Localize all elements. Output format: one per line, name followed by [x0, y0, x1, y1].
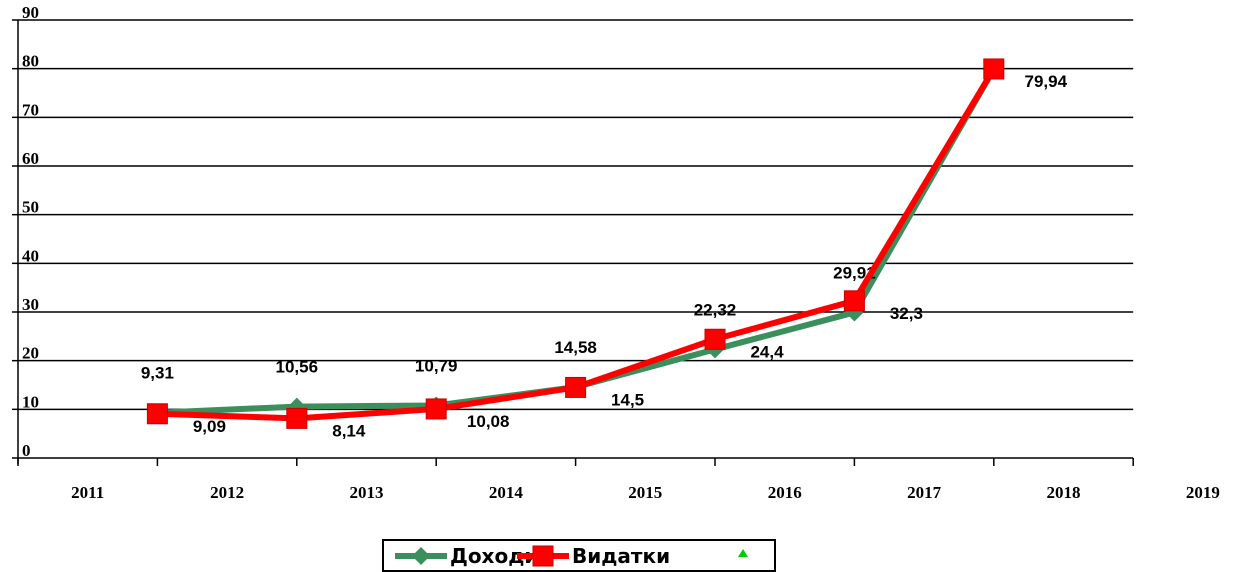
data-label: 14,58 — [554, 338, 597, 357]
point-marker — [146, 403, 168, 425]
point-marker — [983, 58, 1005, 80]
x-tick-label: 2017 — [907, 483, 942, 502]
data-label: 9,31 — [141, 364, 174, 383]
x-tick-label: 2019 — [1186, 483, 1220, 502]
y-tick-label: 50 — [22, 198, 39, 217]
x-tick-label: 2018 — [1047, 483, 1081, 502]
legend-marker — [532, 545, 554, 567]
y-tick-label: 0 — [22, 441, 31, 460]
point-marker — [286, 407, 308, 429]
x-tick-label: 2016 — [768, 483, 802, 502]
data-label: 8,14 — [332, 421, 366, 440]
point-marker — [843, 290, 865, 312]
x-tick-label: 2014 — [489, 483, 524, 502]
y-tick-label: 70 — [22, 100, 39, 119]
data-label: 32,3 — [890, 304, 923, 323]
y-tick-label: 40 — [22, 246, 39, 265]
legend-label: Видатки — [572, 544, 670, 568]
data-label: 10,56 — [276, 358, 319, 377]
legend-box — [382, 539, 776, 572]
y-tick-label: 10 — [22, 392, 39, 411]
data-label: 79,94 — [1025, 72, 1068, 91]
point-marker — [565, 376, 587, 398]
x-tick-label: 2015 — [628, 483, 662, 502]
y-tick-label: 80 — [22, 52, 39, 71]
point-marker — [704, 328, 726, 350]
data-label: 10,79 — [415, 356, 458, 375]
point-marker — [425, 398, 447, 420]
data-label: 14,5 — [611, 390, 644, 409]
y-tick-label: 30 — [22, 295, 39, 314]
data-label: 10,08 — [467, 412, 510, 431]
y-tick-label: 60 — [22, 149, 39, 168]
data-label: 22,32 — [694, 300, 737, 319]
x-tick-label: 2012 — [210, 483, 244, 502]
y-tick-label: 90 — [22, 3, 39, 22]
data-label: 9,09 — [193, 417, 226, 436]
x-tick-label: 2011 — [71, 483, 104, 502]
x-tick-label: 2013 — [350, 483, 384, 502]
data-label: 24,4 — [750, 342, 784, 361]
y-tick-label: 20 — [22, 344, 39, 363]
legend-marker — [738, 549, 748, 557]
legend-marker — [412, 547, 430, 565]
